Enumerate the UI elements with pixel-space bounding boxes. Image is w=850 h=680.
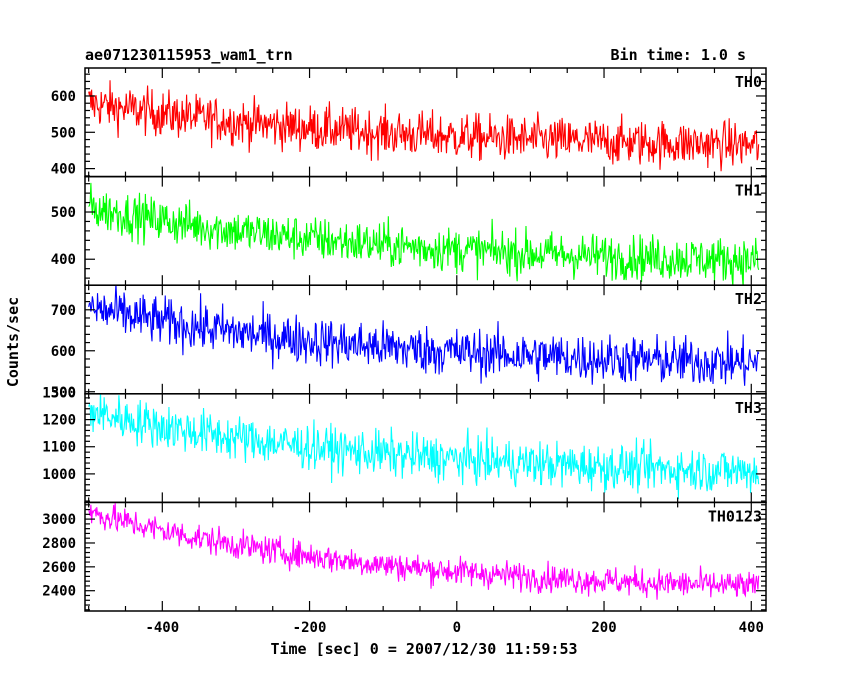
y-tick-label: 2600 bbox=[42, 560, 76, 576]
y-tick-label: 1200 bbox=[42, 413, 76, 429]
x-axis-label: Time [sec] 0 = 2007/12/30 11:59:53 bbox=[270, 640, 577, 658]
y-tick-label: 600 bbox=[51, 89, 76, 105]
x-tick-label: 400 bbox=[739, 620, 764, 636]
panels-group: 400 500 600 TH0 400 500 TH1 500 600 700 TH2 1000 110… bbox=[42, 67, 767, 636]
panel-label-th0: TH0 bbox=[735, 73, 762, 91]
y-tick-label: 1000 bbox=[42, 467, 76, 483]
panel-label-th0123: TH0123 bbox=[708, 507, 762, 525]
y-tick-label: 2800 bbox=[42, 536, 76, 552]
panel-label-th2: TH2 bbox=[735, 290, 762, 308]
y-tick-label: 700 bbox=[51, 303, 76, 319]
chart-title: ae071230115953_wam1_trn bbox=[85, 46, 293, 64]
y-tick-label: 2400 bbox=[42, 584, 76, 600]
series-line-th0 bbox=[88, 80, 760, 172]
series-line-th1 bbox=[88, 182, 760, 286]
y-tick-label: 400 bbox=[51, 252, 76, 268]
y-tick-label: 1300 bbox=[42, 385, 76, 401]
panel-frame-th0 bbox=[84, 67, 767, 178]
panel-label-th1: TH1 bbox=[735, 182, 762, 200]
series-line-th0123 bbox=[88, 502, 760, 600]
panel-label-th3: TH3 bbox=[735, 399, 762, 417]
x-tick-label: -200 bbox=[293, 620, 327, 636]
y-tick-label: 3000 bbox=[42, 512, 76, 528]
x-tick-label: 0 bbox=[453, 620, 461, 636]
panel-frame-th0123 bbox=[84, 501, 767, 612]
y-tick-label: 500 bbox=[51, 125, 76, 141]
x-tick-label: -400 bbox=[145, 620, 179, 636]
y-tick-label: 600 bbox=[51, 344, 76, 360]
y-tick-label: 500 bbox=[51, 205, 76, 221]
series-line-th2 bbox=[88, 285, 760, 386]
y-tick-label: 1100 bbox=[42, 440, 76, 456]
x-tick-label: 200 bbox=[591, 620, 616, 636]
y-tick-label: 400 bbox=[51, 162, 76, 178]
y-axis-label: Counts/sec bbox=[4, 297, 22, 387]
series-line-th3 bbox=[88, 393, 760, 500]
bin-time-label: Bin time: 1.0 s bbox=[611, 46, 746, 64]
y-tick-label: 500 bbox=[51, 385, 76, 401]
